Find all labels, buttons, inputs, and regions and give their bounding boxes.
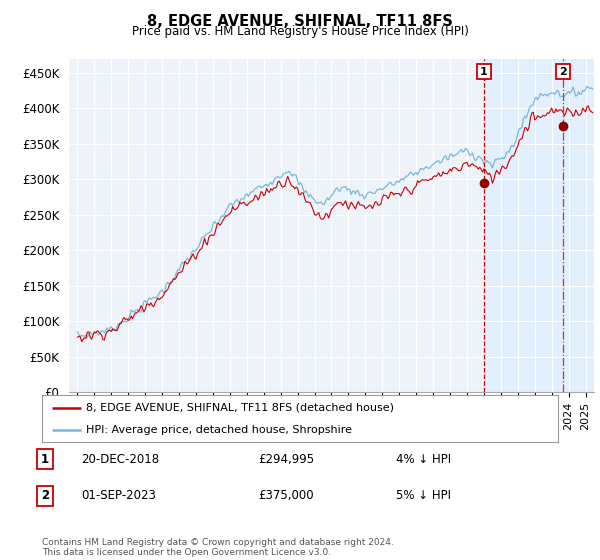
Text: 5% ↓ HPI: 5% ↓ HPI — [396, 489, 451, 502]
Text: 2: 2 — [559, 67, 567, 77]
Text: 2: 2 — [41, 489, 49, 502]
Bar — [484, 59, 594, 392]
Text: £294,995: £294,995 — [258, 452, 314, 466]
Text: Price paid vs. HM Land Registry's House Price Index (HPI): Price paid vs. HM Land Registry's House … — [131, 25, 469, 38]
Text: 8, EDGE AVENUE, SHIFNAL, TF11 8FS: 8, EDGE AVENUE, SHIFNAL, TF11 8FS — [147, 14, 453, 29]
Text: 1: 1 — [480, 67, 488, 77]
Text: 01-SEP-2023: 01-SEP-2023 — [81, 489, 156, 502]
Text: 4% ↓ HPI: 4% ↓ HPI — [396, 452, 451, 466]
Text: £375,000: £375,000 — [258, 489, 314, 502]
Text: 8, EDGE AVENUE, SHIFNAL, TF11 8FS (detached house): 8, EDGE AVENUE, SHIFNAL, TF11 8FS (detac… — [86, 403, 394, 413]
Text: HPI: Average price, detached house, Shropshire: HPI: Average price, detached house, Shro… — [86, 424, 352, 435]
Text: 20-DEC-2018: 20-DEC-2018 — [81, 452, 159, 466]
Text: 1: 1 — [41, 452, 49, 466]
Text: Contains HM Land Registry data © Crown copyright and database right 2024.
This d: Contains HM Land Registry data © Crown c… — [42, 538, 394, 557]
